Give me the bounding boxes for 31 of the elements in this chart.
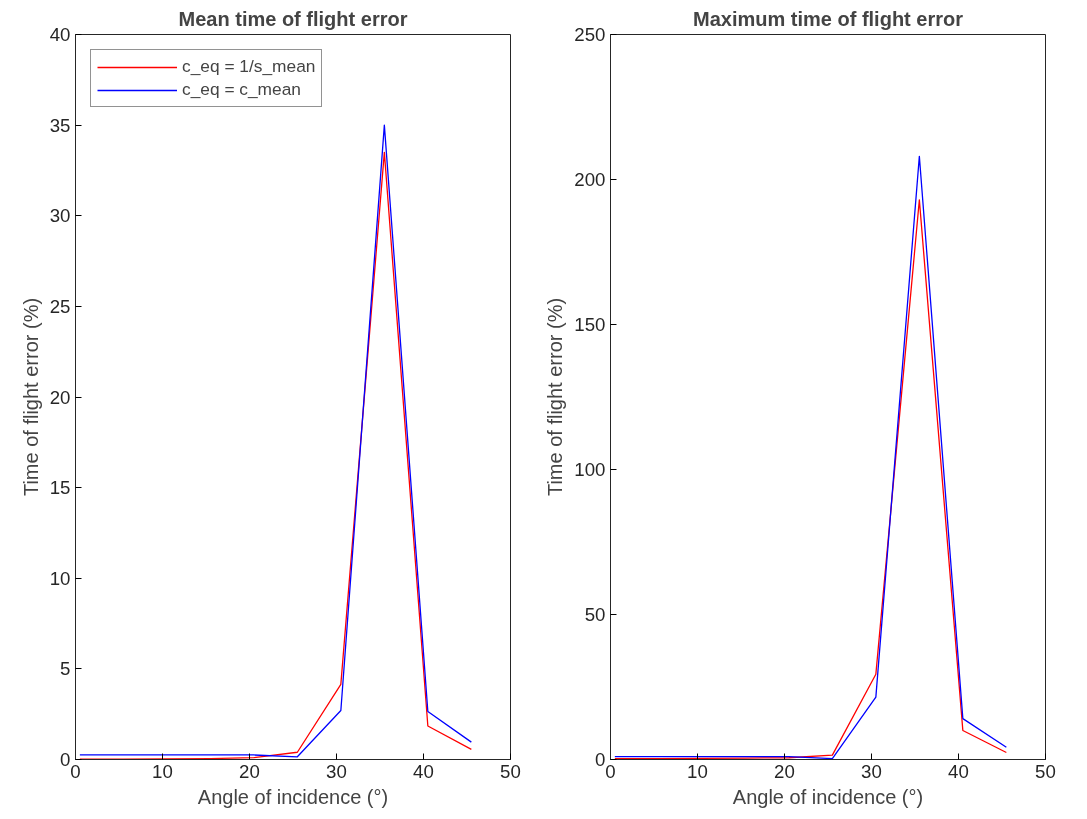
y-tick-label: 5	[60, 658, 71, 680]
chart-title: Mean time of flight error	[178, 7, 408, 30]
y-tick-label: 250	[574, 24, 606, 45]
y-tick-label: 150	[574, 314, 606, 335]
y-tick-label: 15	[49, 477, 71, 499]
x-tick-label: 20	[774, 760, 795, 782]
x-tick-label: 10	[152, 760, 173, 782]
y-axis-title: Time of flight error (%)	[544, 297, 567, 497]
y-tick-label: 25	[49, 295, 71, 317]
y-tick-label: 40	[49, 24, 71, 45]
x-tick-label: 50	[500, 760, 521, 782]
x-axis-title: Angle of incidence (°)	[732, 785, 924, 808]
y-tick-label: 50	[584, 604, 606, 625]
legend-label: c_eq = c_mean	[182, 79, 301, 100]
y-axis-title: Time of flight error (%)	[19, 297, 42, 497]
legend-label: c_eq = 1/s_mean	[182, 56, 316, 77]
y-tick-label: 10	[49, 567, 71, 589]
y-tick-label: 200	[574, 169, 606, 190]
x-tick-label: 20	[239, 760, 260, 782]
y-tick-label: 100	[574, 459, 606, 480]
y-tick-label: 35	[49, 114, 71, 136]
x-axis-title: Angle of incidence (°)	[197, 785, 389, 808]
x-tick-label: 30	[861, 760, 882, 782]
y-tick-label: 30	[49, 205, 71, 227]
x-tick-label: 40	[413, 760, 434, 782]
x-tick-label: 40	[948, 760, 969, 782]
chart-title: Maximum time of flight error	[692, 7, 964, 30]
x-tick-label: 50	[1035, 760, 1056, 782]
x-tick-label: 10	[687, 760, 708, 782]
y-tick-label: 20	[49, 386, 71, 408]
x-tick-label: 30	[326, 760, 347, 782]
